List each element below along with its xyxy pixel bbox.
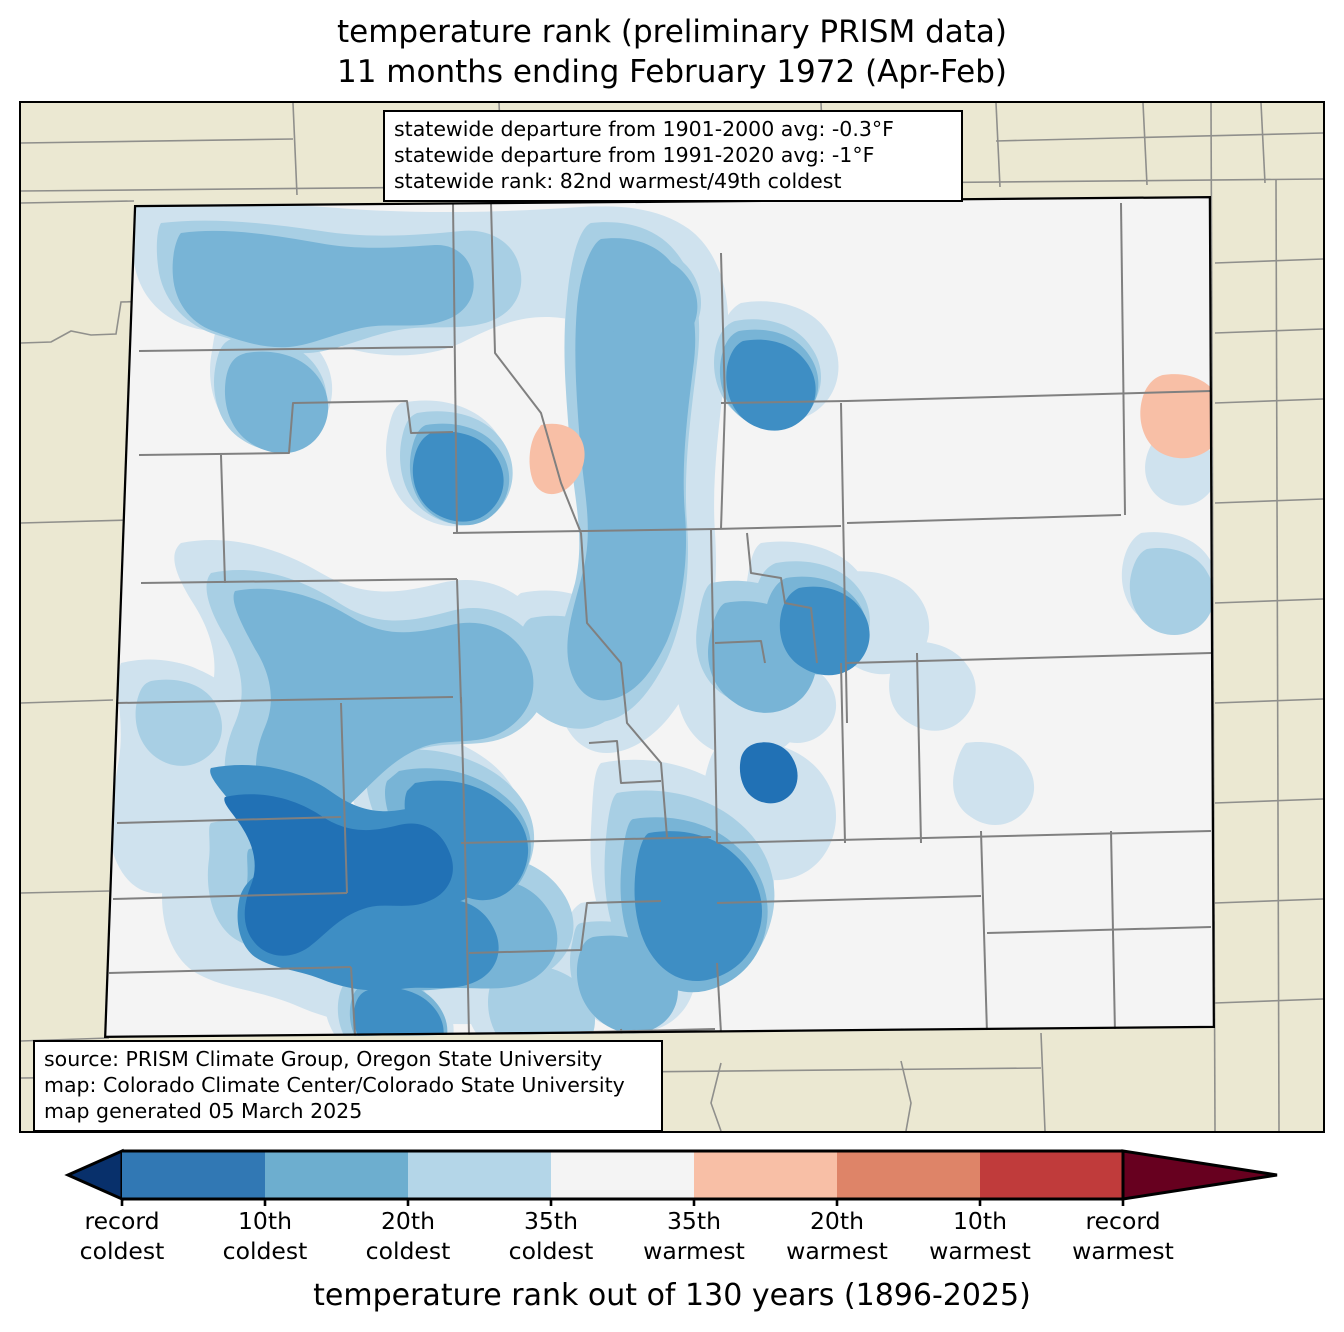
title-line-2: 11 months ending February 1972 (Apr-Feb) — [337, 54, 1007, 90]
colorbar-label-0: record coldest — [79, 1207, 165, 1265]
colorbar-under-cap — [64, 1148, 124, 1202]
colorbar-label-4: 35th warmest — [643, 1207, 745, 1265]
source-line: source: PRISM Climate Group, Oregon Stat… — [44, 1047, 603, 1071]
stat-departure-1991-2020: statewide departure from 1991-2020 avg: … — [394, 143, 875, 167]
colorbar-seg-7 — [980, 1151, 1123, 1199]
colorbar — [0, 1146, 1344, 1206]
rank-band-warm — [529, 374, 1215, 495]
colorbar-seg-6 — [837, 1151, 980, 1199]
colorado-temperature-rank-map — [21, 103, 1323, 1131]
stat-statewide-rank: statewide rank: 82nd warmest/49th coldes… — [394, 169, 842, 193]
colorbar-ticks — [120, 1199, 1125, 1206]
rank-band-record-cold — [224, 742, 798, 956]
map-credit-line: map: Colorado Climate Center/Colorado St… — [44, 1073, 625, 1097]
source-box: source: PRISM Climate Group, Oregon Stat… — [33, 1040, 663, 1132]
map-frame — [19, 101, 1325, 1133]
colorbar-seg-4 — [551, 1151, 694, 1199]
colorbar-seg-2 — [265, 1151, 408, 1199]
colorbar-seg-5 — [694, 1151, 837, 1199]
colorado-interior — [104, 196, 1215, 1038]
colorbar-label-6: 10th warmest — [929, 1207, 1031, 1265]
county-boundaries — [108, 202, 1212, 1038]
title-line-1: temperature rank (preliminary PRISM data… — [336, 14, 1007, 50]
colorbar-label-2: 20th coldest — [365, 1207, 451, 1265]
colorbar-segments — [64, 1148, 1278, 1202]
colorbar-over-cap — [1121, 1149, 1278, 1201]
stat-departure-1901-2000: statewide departure from 1901-2000 avg: … — [394, 117, 894, 141]
page-title: temperature rank (preliminary PRISM data… — [0, 12, 1344, 92]
colorbar-label-1: 10th coldest — [222, 1207, 308, 1265]
statistics-box: statewide departure from 1901-2000 avg: … — [383, 110, 963, 202]
map-generated-line: map generated 05 March 2025 — [44, 1099, 363, 1123]
colorbar-seg-3 — [408, 1151, 551, 1199]
colorbar-caption: temperature rank out of 130 years (1896-… — [313, 1278, 1031, 1313]
colorbar-label-5: 20th warmest — [786, 1207, 888, 1265]
colorbar-label-7: record warmest — [1072, 1207, 1174, 1265]
colorbar-label-3: 35th coldest — [508, 1207, 594, 1265]
colorbar-seg-1 — [122, 1151, 265, 1199]
colorbar-svg — [64, 1148, 1278, 1206]
colorbar-labels: record coldest 10th coldest 20th coldest… — [0, 1206, 1344, 1268]
